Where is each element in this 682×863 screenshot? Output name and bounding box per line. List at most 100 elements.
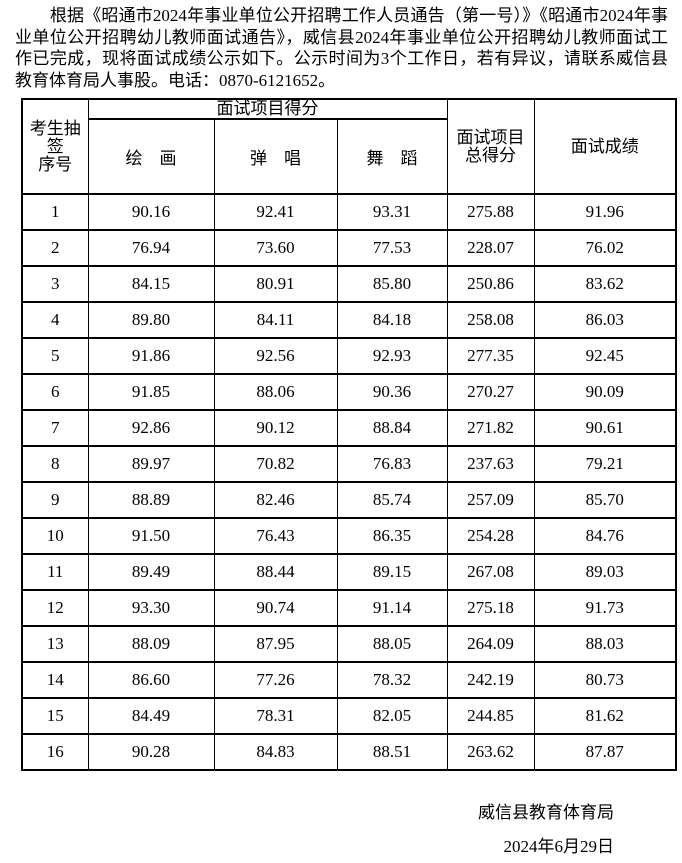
cell-total: 258.08 [446, 301, 535, 339]
cell-dancing: 82.05 [336, 697, 448, 735]
cell-dancing: 85.80 [336, 265, 448, 303]
cell-total: 257.09 [446, 481, 535, 519]
cell-final: 86.03 [533, 301, 677, 339]
cell-final: 87.87 [533, 733, 677, 771]
cell-final: 90.61 [533, 409, 677, 447]
cell-no: 11 [21, 553, 89, 591]
cell-no: 10 [21, 517, 89, 555]
cell-dancing: 78.32 [336, 661, 448, 699]
cell-dancing: 92.93 [336, 337, 448, 375]
cell-no: 16 [21, 733, 89, 771]
header-final-score: 面试成绩 [533, 98, 677, 195]
cell-dancing: 88.51 [336, 733, 448, 771]
cell-painting: 89.49 [87, 553, 215, 591]
cell-no: 2 [21, 229, 89, 267]
table-row: 2 76.94 73.60 77.53 228.07 76.02 [21, 229, 677, 267]
header-candidate-no-line2: 序号 [38, 154, 73, 174]
cell-total: 264.09 [446, 625, 535, 663]
header-dancing: 舞 蹈 [336, 118, 448, 195]
cell-total: 228.07 [446, 229, 535, 267]
cell-dancing: 89.15 [336, 553, 448, 591]
cell-singing: 84.11 [213, 301, 338, 339]
cell-final: 79.21 [533, 445, 677, 483]
cell-singing: 90.12 [213, 409, 338, 447]
table-row: 14 86.60 77.26 78.32 242.19 80.73 [21, 661, 677, 699]
table-row: 1 90.16 92.41 93.31 275.88 91.96 [21, 193, 677, 231]
cell-dancing: 85.74 [336, 481, 448, 519]
cell-painting: 92.86 [87, 409, 215, 447]
cell-total: 267.08 [446, 553, 535, 591]
cell-singing: 76.43 [213, 517, 338, 555]
cell-final: 84.76 [533, 517, 677, 555]
cell-singing: 90.74 [213, 589, 338, 627]
cell-singing: 80.91 [213, 265, 338, 303]
cell-total: 270.27 [446, 373, 535, 411]
cell-final: 80.73 [533, 661, 677, 699]
cell-dancing: 88.84 [336, 409, 448, 447]
table-row: 9 88.89 82.46 85.74 257.09 85.70 [21, 481, 677, 519]
cell-total: 275.88 [446, 193, 535, 231]
score-table-header: 考生抽签 序号 面试项目得分 面试项目 总得分 面试成绩 绘 画 弹 唱 舞 蹈 [21, 98, 677, 195]
cell-no: 9 [21, 481, 89, 519]
cell-no: 3 [21, 265, 89, 303]
header-painting: 绘 画 [87, 118, 215, 195]
signature-block: 威信县教育体育局 2024年6月29日 [0, 803, 682, 857]
header-candidate-no-line1: 考生抽签 [29, 118, 81, 156]
cell-painting: 91.85 [87, 373, 215, 411]
cell-no: 15 [21, 697, 89, 735]
cell-singing: 70.82 [213, 445, 338, 483]
cell-no: 13 [21, 625, 89, 663]
cell-total: 254.28 [446, 517, 535, 555]
header-total-score-line2: 总得分 [465, 145, 517, 165]
cell-no: 1 [21, 193, 89, 231]
cell-final: 91.96 [533, 193, 677, 231]
cell-painting: 86.60 [87, 661, 215, 699]
cell-no: 5 [21, 337, 89, 375]
cell-no: 14 [21, 661, 89, 699]
cell-painting: 90.16 [87, 193, 215, 231]
cell-no: 4 [21, 301, 89, 339]
cell-painting: 76.94 [87, 229, 215, 267]
cell-total: 271.82 [446, 409, 535, 447]
table-row: 6 91.85 88.06 90.36 270.27 90.09 [21, 373, 677, 411]
cell-no: 8 [21, 445, 89, 483]
table-row: 16 90.28 84.83 88.51 263.62 87.87 [21, 733, 677, 771]
cell-singing: 88.44 [213, 553, 338, 591]
cell-dancing: 93.31 [336, 193, 448, 231]
cell-final: 90.09 [533, 373, 677, 411]
cell-final: 91.73 [533, 589, 677, 627]
cell-singing: 84.83 [213, 733, 338, 771]
cell-final: 85.70 [533, 481, 677, 519]
cell-singing: 77.26 [213, 661, 338, 699]
table-row: 5 91.86 92.56 92.93 277.35 92.45 [21, 337, 677, 375]
table-row: 7 92.86 90.12 88.84 271.82 90.61 [21, 409, 677, 447]
cell-final: 89.03 [533, 553, 677, 591]
score-table-body: 1 90.16 92.41 93.31 275.88 91.96 2 76.94 73.60 77… [21, 193, 677, 771]
cell-painting: 84.15 [87, 265, 215, 303]
cell-dancing: 84.18 [336, 301, 448, 339]
cell-dancing: 76.83 [336, 445, 448, 483]
cell-total: 244.85 [446, 697, 535, 735]
cell-singing: 78.31 [213, 697, 338, 735]
cell-total: 277.35 [446, 337, 535, 375]
cell-dancing: 88.05 [336, 625, 448, 663]
header-row-sub: 绘 画 弹 唱 舞 蹈 [22, 118, 676, 195]
cell-singing: 87.95 [213, 625, 338, 663]
cell-dancing: 91.14 [336, 589, 448, 627]
cell-dancing: 90.36 [336, 373, 448, 411]
issue-date: 2024年6月29日 [503, 837, 615, 856]
cell-total: 275.18 [446, 589, 535, 627]
cell-painting: 91.86 [87, 337, 215, 375]
table-row: 13 88.09 87.95 88.05 264.09 88.03 [21, 625, 677, 663]
intro-paragraph: 根据《昭通市2024年事业单位公开招聘工作人员通告（第一号）》《昭通市2024年… [15, 6, 668, 90]
cell-dancing: 77.53 [336, 229, 448, 267]
header-row-group: 考生抽签 序号 面试项目得分 面试项目 总得分 面试成绩 [21, 98, 677, 195]
table-row: 12 93.30 90.74 91.14 275.18 91.73 [21, 589, 677, 627]
cell-no: 7 [21, 409, 89, 447]
table-row: 10 91.50 76.43 86.35 254.28 84.76 [21, 517, 677, 555]
cell-singing: 92.56 [213, 337, 338, 375]
cell-total: 237.63 [446, 445, 535, 483]
cell-painting: 93.30 [87, 589, 215, 627]
cell-final: 88.03 [533, 625, 677, 663]
